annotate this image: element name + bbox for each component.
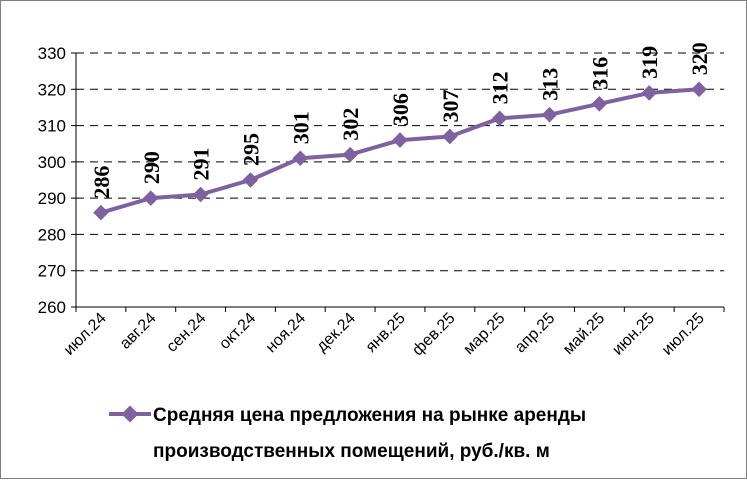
data-point-marker: [591, 96, 608, 112]
x-tick-label: мар.25: [460, 310, 508, 358]
x-tick-label: окт.24: [216, 310, 259, 353]
data-point-marker: [541, 106, 558, 123]
x-tick-label: июн.25: [609, 310, 658, 359]
y-tick-label: 260: [38, 298, 66, 317]
legend-text-line-2: производственных помещений, руб./кв. м: [153, 441, 550, 462]
grid-lines: [76, 52, 724, 272]
data-label: 291: [189, 148, 214, 181]
data-label: 295: [238, 133, 263, 166]
data-label: 307: [438, 89, 463, 122]
data-point-marker: [242, 172, 259, 188]
y-tick-label: 270: [38, 262, 66, 281]
x-tick-label: июл.25: [659, 310, 708, 359]
legend-marker: [121, 405, 139, 423]
data-point-marker: [691, 81, 707, 98]
y-tick-label: 280: [38, 225, 66, 244]
data-point-marker: [93, 204, 109, 221]
data-label: 320: [687, 42, 712, 75]
x-tick-label: авг.24: [117, 310, 160, 353]
legend: Средняя цена предложения на рынке аренды…: [109, 405, 586, 462]
data-point-marker: [142, 190, 159, 206]
data-label: 316: [587, 57, 612, 90]
y-tick-label: 330: [38, 44, 66, 63]
data-label: 313: [538, 68, 563, 101]
y-tick-label: 320: [38, 80, 66, 99]
y-axis: 330 320 310 300 290 280 270 260: [38, 44, 77, 317]
data-label: 301: [288, 111, 313, 144]
x-tick-label: янв.25: [363, 310, 409, 356]
data-point-marker: [192, 186, 209, 203]
data-point-marker: [442, 128, 458, 145]
x-tick-label: сен.24: [163, 310, 209, 356]
data-point-marker: [292, 150, 309, 167]
data-point-marker: [392, 132, 408, 148]
data-label: 290: [139, 151, 164, 184]
legend-text-line-1: Средняя цена предложения на рынке аренды: [153, 405, 586, 426]
data-point-marker: [491, 110, 508, 127]
x-axis: июл.24 авг.24 сен.24 окт.24 ноя.24 дек.24 янв.…: [61, 306, 725, 359]
x-tick-label: июл.24: [61, 310, 110, 359]
data-label: 302: [338, 108, 363, 141]
data-point-marker: [641, 85, 658, 101]
x-tick-label: ноя.24: [263, 310, 309, 356]
y-tick-label: 290: [38, 189, 66, 208]
x-tick-label: дек.24: [313, 310, 359, 356]
data-label: 286: [89, 166, 114, 199]
data-label: 312: [488, 71, 513, 104]
x-tick-label: апр.25: [512, 310, 559, 357]
y-tick-label: 300: [38, 153, 66, 172]
x-tick-label: май.25: [560, 310, 608, 358]
data-label: 319: [637, 46, 662, 79]
y-tick-label: 310: [38, 117, 66, 136]
data-labels: 286 290 291 295 301 302 306 307 312 313 316 319 320: [89, 42, 712, 198]
data-label: 306: [388, 93, 413, 126]
x-tick-label: фев.25: [409, 310, 458, 359]
data-point-marker: [342, 146, 358, 163]
